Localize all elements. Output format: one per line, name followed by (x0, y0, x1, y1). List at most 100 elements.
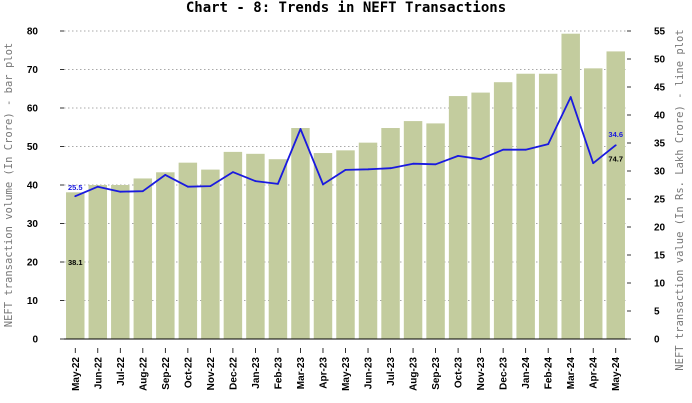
bar-Nov-22 (201, 169, 220, 339)
x-tick-label-Aug-23: Aug-23 (409, 357, 420, 391)
right-tick-label: 55 (654, 27, 666, 38)
line-point-Dec-22 (232, 171, 234, 174)
x-tick-label-Jul-22: Jul-22 (116, 357, 127, 386)
right-tick-label: 45 (654, 83, 666, 94)
bar-Mar-23 (291, 128, 310, 339)
x-tick-label-Jan-24: Jan-24 (521, 357, 532, 389)
line-point-Feb-23 (277, 182, 279, 185)
bar-Feb-23 (268, 159, 288, 339)
x-tick-label-Apr-23: Apr-23 (318, 357, 329, 389)
x-tick-label-Sep-22: Sep-22 (161, 357, 172, 390)
x-tick-label-Apr-24: Apr-24 (589, 357, 600, 389)
bar-Nov-23 (471, 92, 490, 339)
bar-data-label-last: 74.7 (608, 154, 623, 163)
line-point-Aug-22 (141, 190, 144, 193)
x-tick-label-Mar-23: Mar-23 (296, 357, 307, 390)
bar-Aug-23 (403, 121, 423, 339)
x-tick-label-Jun-22: Jun-22 (93, 357, 104, 390)
line-point-May-22 (74, 195, 77, 198)
bar-Apr-24 (583, 68, 603, 339)
x-tick-label-Jun-23: Jun-23 (364, 357, 375, 390)
left-tick-label: 70 (27, 65, 39, 76)
left-tick-label: 0 (32, 335, 38, 346)
bar-Jul-22 (111, 185, 130, 339)
line-data-label-last: 34.6 (608, 130, 623, 139)
line-point-Nov-22 (209, 185, 212, 188)
line-point-Apr-24 (592, 162, 595, 165)
right-tick-label: 0 (654, 335, 660, 346)
line-point-Jun-22 (96, 185, 99, 188)
right-tick-label: 25 (654, 195, 666, 206)
right-tick-label: 5 (654, 307, 660, 318)
line-point-Oct-23 (457, 154, 459, 157)
bar-series (66, 33, 625, 340)
left-axis-title: NEFT transaction volume (In Crore) - bar… (3, 43, 15, 327)
bar-Jul-23 (381, 128, 400, 339)
chart-title: Chart - 8: Trends in NEFT Transactions (186, 0, 506, 16)
x-tick-label-Feb-23: Feb-23 (273, 357, 284, 390)
line-point-Sep-23 (434, 163, 437, 166)
line-point-Oct-22 (186, 185, 189, 188)
line-point-Nov-23 (479, 158, 482, 161)
x-tick-label-May-23: May-23 (341, 357, 352, 391)
data-labels: 38.1 74.7 25.5 34.6 (68, 130, 623, 267)
left-tick-label: 80 (27, 27, 39, 38)
bar-May-23 (336, 150, 355, 339)
line-point-Jul-22 (119, 190, 122, 193)
line-point-May-23 (344, 168, 347, 171)
x-tick-label-Nov-22: Nov-22 (206, 357, 217, 391)
bar-Dec-22 (223, 151, 243, 339)
x-tick-label-Mar-24: Mar-24 (566, 357, 577, 390)
bar-Jan-24 (516, 73, 535, 340)
line-point-May-24 (614, 144, 617, 147)
x-tick-label-Jan-23: Jan-23 (251, 357, 262, 389)
left-tick-label: 20 (27, 258, 39, 269)
x-tick-label-Feb-24: Feb-24 (544, 357, 555, 390)
line-point-Jan-24 (524, 148, 527, 151)
left-tick-label: 40 (27, 181, 39, 192)
left-tick-label: 60 (27, 104, 39, 115)
x-tick-label-Oct-23: Oct-23 (454, 357, 465, 389)
line-data-label-first: 25.5 (68, 183, 83, 192)
line-series (74, 96, 617, 198)
right-tick-label: 50 (654, 55, 666, 66)
right-tick-label: 30 (654, 167, 666, 178)
x-tick-label-May-24: May-24 (611, 357, 622, 391)
x-tick-label-Aug-22: Aug-22 (138, 357, 149, 391)
x-tick-label-Jul-23: Jul-23 (386, 357, 397, 386)
left-tick-label: 50 (27, 142, 39, 153)
left-y-axis-ticks: 0 10 20 30 40 50 60 70 80 (27, 27, 64, 346)
right-tick-label: 15 (654, 251, 666, 262)
right-tick-label: 40 (654, 111, 666, 122)
bar-Jun-23 (358, 142, 378, 339)
line-point-Aug-23 (412, 162, 414, 165)
x-tick-label-Oct-22: Oct-22 (183, 357, 194, 389)
bar-Apr-23 (313, 153, 333, 339)
right-tick-label: 20 (654, 223, 666, 234)
bar-Sep-23 (426, 123, 445, 340)
line-point-Jun-23 (367, 168, 369, 171)
right-axis-title: NEFT transaction value (In Rs. Lakh Cror… (674, 29, 686, 370)
left-tick-label: 30 (27, 219, 39, 230)
bar-May-24 (606, 51, 625, 339)
bar-Jan-23 (246, 153, 265, 339)
right-y-axis-ticks: 0 5 10 15 20 25 30 35 40 45 50 55 (627, 27, 666, 346)
bar-data-label-first: 38.1 (68, 258, 83, 267)
line-point-Mar-23 (299, 128, 302, 130)
line-point-Mar-24 (569, 96, 572, 98)
line-point-Apr-23 (322, 183, 324, 186)
right-tick-label: 35 (654, 139, 666, 150)
x-tick-label-May-22: May-22 (71, 357, 82, 391)
x-tick-label-Sep-23: Sep-23 (431, 357, 442, 390)
line-point-Jul-23 (389, 167, 392, 170)
bar-Jun-22 (88, 185, 108, 339)
right-tick-label: 10 (654, 279, 666, 290)
bar-May-22 (66, 192, 85, 339)
bar-Dec-23 (493, 82, 513, 339)
bar-Aug-22 (133, 178, 153, 339)
bar-Oct-23 (448, 96, 468, 339)
line-point-Jan-23 (254, 180, 257, 182)
x-axis-ticks: May-22 Jun-22 Jul-22 Aug-22 Sep-22 Oct-22 Nov-… (71, 348, 622, 391)
bar-Oct-22 (178, 162, 198, 339)
